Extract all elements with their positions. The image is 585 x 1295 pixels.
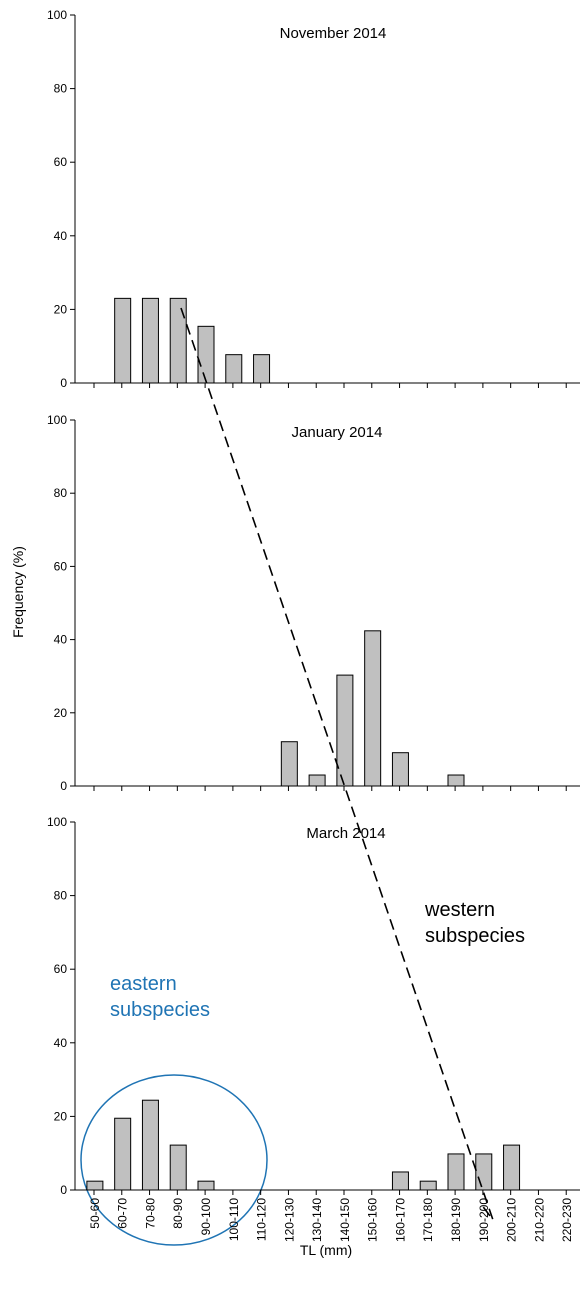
- x-tick-label: 80-90: [171, 1198, 185, 1229]
- bar-160-170: [391, 752, 409, 787]
- bar-200-210: [503, 1144, 521, 1191]
- y-tick-label: 80: [54, 486, 68, 500]
- x-tick-label: 210-220: [532, 1198, 546, 1242]
- bar-60-70: [114, 1117, 132, 1191]
- y-tick-label: 20: [54, 706, 68, 720]
- y-tick-label: 40: [54, 1036, 68, 1050]
- y-tick-label: 40: [54, 633, 68, 647]
- panel-3: 0 20 40 60 80 100 March 2014 50-60 60-70 70-80 80-…: [47, 815, 580, 1242]
- x-tick-label: 110-120: [255, 1198, 269, 1241]
- x-tick-label: 150-160: [366, 1198, 380, 1242]
- eastern-subspecies-circle: [80, 1074, 268, 1246]
- bar-100-110: [225, 354, 243, 384]
- y-tick-label: 20: [54, 302, 68, 316]
- bar-180-190: [447, 1153, 465, 1191]
- bar-80-90: [169, 297, 187, 384]
- x-tick-label: 180-190: [449, 1198, 463, 1242]
- bar-70-80: [141, 297, 159, 384]
- y-tick-label: 100: [47, 8, 67, 22]
- x-tick-label: 50-60: [88, 1198, 102, 1229]
- bar-120-130: [280, 741, 298, 787]
- bar-130-140: [308, 774, 326, 787]
- bar-190-200: [475, 1153, 493, 1191]
- y-tick-label: 0: [60, 376, 67, 390]
- y-tick-label: 100: [47, 815, 67, 829]
- x-tick-label: 130-140: [310, 1198, 324, 1242]
- panel-title: January 2014: [292, 424, 383, 441]
- x-tick-label: 100-110: [227, 1198, 241, 1241]
- bar-90-100: [197, 1180, 215, 1191]
- x-tick-label: 190-200: [477, 1198, 491, 1242]
- x-tick-label: 90-100: [199, 1198, 213, 1236]
- x-tick-label: 170-180: [421, 1198, 435, 1242]
- y-tick-label: 0: [60, 1183, 67, 1197]
- bar-170-180: [419, 1180, 437, 1191]
- y-tick-label: 60: [54, 962, 68, 976]
- x-tick-label: 60-70: [116, 1198, 130, 1229]
- panel-2: 0 20 40 60 80 100 January 2014: [47, 413, 580, 793]
- y-tick-label: 40: [54, 229, 68, 243]
- bar-50-60: [86, 1180, 104, 1191]
- y-tick-label: 20: [54, 1109, 68, 1123]
- bar-80-90: [169, 1144, 187, 1191]
- x-axis-label: TL (mm): [300, 1242, 352, 1258]
- y-axis-label: Frequency (%): [10, 546, 26, 638]
- y-tick-label: 80: [54, 82, 68, 96]
- x-tick-label: 120-130: [282, 1198, 296, 1242]
- x-tick-label: 200-210: [505, 1198, 519, 1242]
- bar-70-80: [141, 1099, 159, 1191]
- bar-160-170: [391, 1171, 409, 1191]
- y-tick-label: 60: [54, 559, 68, 573]
- bar-90-100: [197, 325, 215, 384]
- panel-title: March 2014: [306, 825, 385, 842]
- bar-150-160: [364, 630, 382, 787]
- eastern-annotation-line1: eastern: [110, 973, 177, 995]
- bar-140-150: [336, 674, 354, 787]
- y-tick-label: 60: [54, 155, 68, 169]
- x-tick-label: 220-230: [560, 1198, 574, 1242]
- y-tick-label: 100: [47, 413, 67, 427]
- cohort-progression-dashed-line: [180, 307, 494, 1221]
- eastern-annotation-line2: subspecies: [110, 999, 210, 1021]
- bar-180-190: [447, 774, 465, 787]
- x-tick-label: 70-80: [143, 1198, 157, 1229]
- bar-110-120: [253, 354, 271, 384]
- panel-title: November 2014: [280, 25, 387, 42]
- bar-60-70: [114, 297, 132, 384]
- panel-1: 0 20 40 60 80 100 November 2014: [47, 8, 580, 390]
- western-annotation-line2: subspecies: [425, 925, 525, 947]
- x-tick-label: 140-150: [338, 1198, 352, 1242]
- x-tick-label: 160-170: [393, 1198, 407, 1242]
- y-tick-label: 0: [60, 779, 67, 793]
- y-tick-label: 80: [54, 889, 68, 903]
- western-annotation-line1: western: [424, 899, 495, 921]
